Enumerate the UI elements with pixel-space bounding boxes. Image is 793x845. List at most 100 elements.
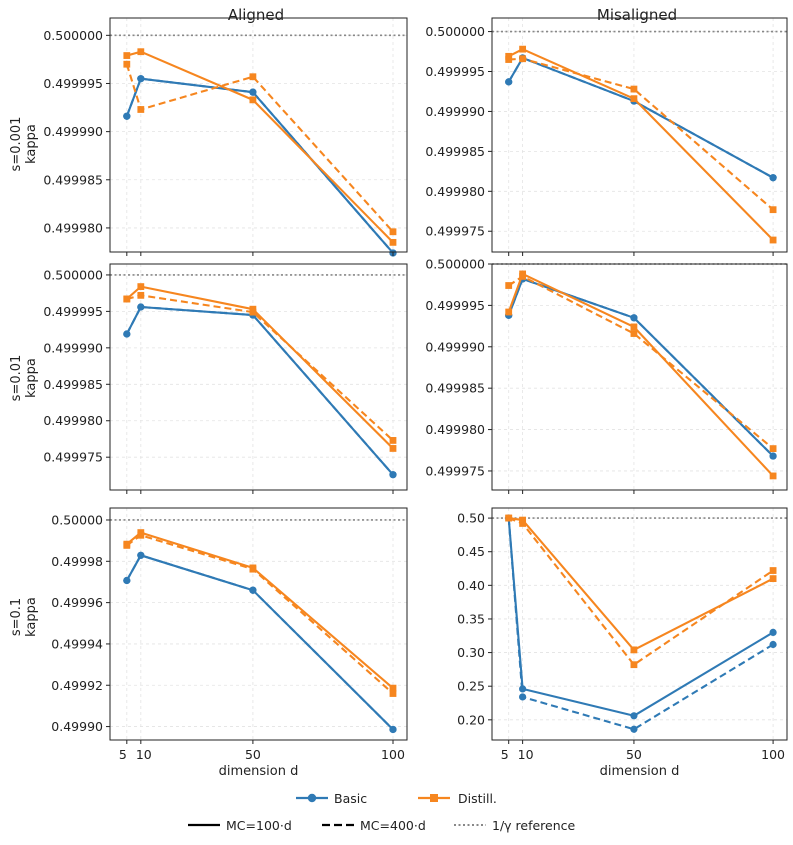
- y-tick-label: 0.50000: [51, 512, 103, 527]
- data-point-distill: [123, 541, 131, 549]
- panel-s001-misaligned: 0.499975 0.499980 0.499985 0.499990 0.499995…: [425, 257, 788, 494]
- series-line-distill-mc100: [508, 517, 774, 651]
- data-point-distill: [630, 330, 638, 337]
- y-tick-label: 0.49996: [51, 595, 103, 610]
- row-ylabel-kappa: kappa: [24, 124, 39, 164]
- legend-basic-label: Basic: [334, 791, 367, 806]
- data-point-distill: [505, 56, 513, 63]
- data-point-basic: [137, 551, 145, 559]
- data-point-distill: [769, 567, 777, 574]
- data-point-distill: [630, 95, 638, 103]
- legend-distill-marker: [430, 794, 438, 802]
- data-point-distill: [137, 106, 145, 113]
- data-point-basic: [123, 330, 131, 338]
- column-title-misaligned: Misaligned: [597, 6, 677, 24]
- legend-basic-marker: [307, 793, 317, 803]
- data-point-basic: [769, 640, 777, 649]
- data-point-basic: [137, 303, 145, 311]
- data-point-distill: [137, 531, 145, 539]
- series-line-basic-mc400: [507, 277, 774, 457]
- y-tick-label: 0.30: [457, 645, 485, 660]
- y-tick-label: 0.499985: [43, 377, 103, 392]
- x-tick-label: 50: [626, 747, 642, 762]
- y-tick-label: 0.499980: [43, 220, 103, 235]
- data-point-basic: [630, 712, 638, 720]
- y-tick-label: 0.50: [457, 511, 485, 526]
- series-line-basic-mc400: [125, 305, 394, 476]
- legend-mc400-label: MC=400·d: [360, 818, 426, 833]
- x-tick-label: 5: [501, 747, 509, 762]
- y-tick-label: 0.499995: [425, 298, 485, 313]
- panel-s001-aligned: 0.499975 0.499980 0.499985 0.499990 0.499995…: [43, 263, 408, 494]
- row-ylabel-s: s=0.01: [9, 355, 24, 402]
- y-tick-label: 0.49998: [51, 554, 103, 569]
- data-point-basic: [123, 112, 131, 120]
- data-point-distill: [505, 514, 513, 522]
- y-tick-label: 0.49994: [51, 636, 103, 651]
- panel-s01-aligned: 0.49990 0.49992 0.49994 0.49996 0.49998 0.500…: [51, 507, 408, 779]
- plot-frame: [491, 507, 788, 741]
- data-point-distill: [249, 308, 257, 316]
- data-point-basic: [519, 693, 527, 701]
- y-tick-label: 0.499990: [43, 340, 103, 355]
- data-point-distill: [769, 236, 777, 244]
- data-point-distill: [389, 684, 397, 692]
- series-line-distill-mc400: [508, 275, 774, 450]
- y-tick-label: 0.49990: [51, 719, 103, 734]
- y-tick-label: 0.49992: [51, 678, 103, 693]
- series-line-basic-mc100: [507, 518, 774, 717]
- y-tick-label: 0.499990: [425, 104, 485, 119]
- data-point-distill: [249, 96, 257, 104]
- data-point-distill: [769, 472, 777, 480]
- data-point-basic: [389, 725, 397, 734]
- series-line-distill-mc400: [126, 294, 394, 442]
- plot-frame: [109, 263, 408, 491]
- data-point-distill: [769, 575, 777, 583]
- data-point-basic: [630, 314, 638, 322]
- y-tick-label: 0.500000: [425, 257, 485, 272]
- series-line-basic-mc400: [125, 77, 394, 254]
- data-point-basic: [249, 88, 257, 96]
- y-tick-label: 0.25: [457, 679, 485, 694]
- data-point-distill: [505, 282, 513, 289]
- data-point-basic: [389, 471, 397, 479]
- data-point-basic: [769, 628, 777, 637]
- legend: Basic Distill. MC=100·d MC=400·d 1/γ ref…: [188, 791, 576, 833]
- series-line-distill-mc100: [508, 48, 774, 241]
- series-line-distill-mc100: [126, 50, 394, 244]
- y-tick-label: 0.40: [457, 578, 485, 593]
- series-line-distill-mc400: [126, 534, 394, 695]
- plot-frame: [491, 263, 788, 491]
- data-point-distill: [123, 295, 131, 303]
- series-line-distill-mc400: [125, 63, 394, 233]
- data-point-distill: [249, 565, 257, 573]
- series-line-distill-mc100: [126, 285, 394, 450]
- y-tick-label: 0.499995: [425, 64, 485, 79]
- y-tick-label: 0.499985: [425, 144, 485, 159]
- series-line-basic-mc100: [507, 56, 774, 179]
- x-axis-label: dimension d: [219, 764, 299, 779]
- series-line-distill-mc100: [126, 531, 394, 689]
- legend-mc100-label: MC=100·d: [226, 818, 292, 833]
- y-tick-label: 0.35: [457, 611, 485, 626]
- column-title-aligned: Aligned: [228, 6, 284, 24]
- plot-frame: [109, 507, 408, 741]
- y-tick-label: 0.45: [457, 544, 485, 559]
- data-point-distill: [389, 238, 397, 246]
- data-point-basic: [249, 586, 257, 594]
- series-line-basic-mc100: [125, 554, 394, 731]
- panel-s01-misaligned: 0.20 0.25 0.30 0.35 0.40 0.45 0.50 5 10 50 100 dime…: [457, 507, 788, 779]
- data-point-distill: [630, 661, 638, 669]
- data-point-distill: [389, 437, 397, 444]
- y-tick-label: 0.499985: [43, 172, 103, 187]
- series-line-basic-mc400: [507, 518, 774, 731]
- data-point-distill: [769, 445, 777, 453]
- data-point-distill: [630, 85, 638, 93]
- series-line-distill-mc100: [507, 272, 774, 477]
- series-line-distill-mc400: [508, 57, 774, 211]
- data-point-basic: [137, 75, 145, 83]
- y-tick-label: 0.499975: [43, 450, 103, 465]
- data-point-basic: [769, 174, 777, 182]
- panel-s0001-aligned: 0.499980 0.499985 0.499990 0.499995 0.500000: [43, 17, 408, 257]
